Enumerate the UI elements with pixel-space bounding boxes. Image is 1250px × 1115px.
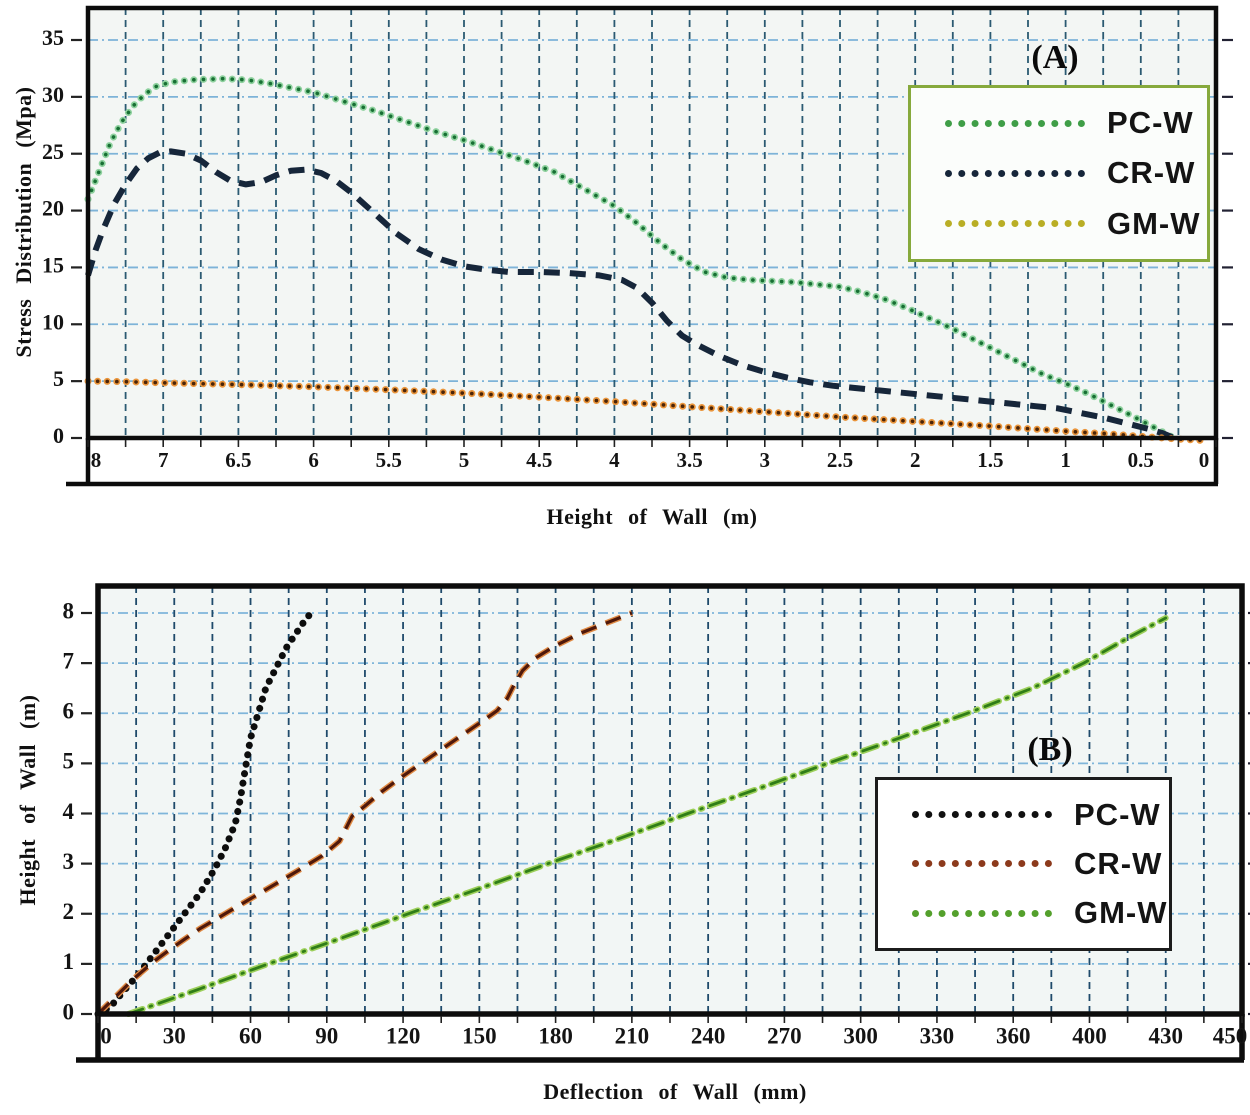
series-gm-w-core xyxy=(127,616,1168,1016)
x-tick-label: 7 xyxy=(158,448,169,472)
x-tick-label: 270 xyxy=(767,1023,802,1048)
x-tick-label: 1.5 xyxy=(977,448,1003,472)
x-tick-label: 4 xyxy=(609,448,620,472)
x-tick-label: 1 xyxy=(1060,448,1071,472)
y-tick-label: 25 xyxy=(42,139,64,164)
legend-swatch-dotted-line xyxy=(945,119,1085,127)
x-tick-label: 8 xyxy=(91,448,102,472)
series-cr-w-core xyxy=(96,611,633,1016)
x-tick-label: 6.5 xyxy=(225,448,251,472)
x-tick-label: 3 xyxy=(760,448,771,472)
x-tick-label: 60 xyxy=(239,1023,262,1048)
y-tick-label: 2 xyxy=(63,899,75,924)
legend-item: GM-W xyxy=(912,895,1169,931)
legend-item: CR-W xyxy=(912,846,1169,882)
y-tick-label: 3 xyxy=(63,849,75,874)
chart-b-y-axis-title: Height of Wall (m) xyxy=(15,694,40,906)
legend-label: GM-W xyxy=(1107,205,1201,241)
legend-label: CR-W xyxy=(1074,845,1163,881)
y-tick-label: 4 xyxy=(63,799,75,824)
x-tick-label: 30 xyxy=(163,1023,186,1048)
y-tick-label: 5 xyxy=(63,749,75,774)
legend-label: PC-W xyxy=(1074,796,1161,832)
y-tick-label: 15 xyxy=(42,252,64,277)
plot-frame xyxy=(95,583,1245,1017)
x-tick-label: 0 xyxy=(100,1023,112,1048)
y-tick-label: 35 xyxy=(42,25,64,50)
x-tick-label: 6 xyxy=(308,448,319,472)
x-tick-label: 0.5 xyxy=(1128,448,1154,472)
legend-item: GM-W xyxy=(945,206,1207,242)
x-tick-label: 5.5 xyxy=(376,448,402,472)
legend-item: PC-W xyxy=(945,105,1207,141)
chart-a-x-axis-title: Height of Wall (m) xyxy=(546,504,758,529)
legend-swatch-dotted-line xyxy=(912,860,1052,868)
x-tick-label: 300 xyxy=(843,1023,878,1048)
series-gm-w xyxy=(84,377,1212,445)
y-tick-label: 0 xyxy=(63,999,75,1024)
y-tick-label: 30 xyxy=(42,82,64,107)
chart-b-x-axis-title: Deflection of Wall (mm) xyxy=(543,1079,807,1104)
legend-label: PC-W xyxy=(1107,105,1194,141)
x-tick-label: 3.5 xyxy=(676,448,702,472)
x-tick-label: 2 xyxy=(910,448,921,472)
x-tick-label: 90 xyxy=(315,1023,338,1048)
x-tick-label: 450 xyxy=(1213,1023,1248,1048)
x-tick-label: 360 xyxy=(996,1023,1031,1048)
x-tick-label: 330 xyxy=(920,1023,955,1048)
y-tick-label: 6 xyxy=(63,699,75,724)
x-tick-label: 120 xyxy=(386,1023,421,1048)
x-tick-label: 4.5 xyxy=(526,448,552,472)
legend-item: PC-W xyxy=(912,797,1169,833)
chart-a-legend: PC-W CR-W GM-W xyxy=(908,85,1210,262)
series-cr-w xyxy=(85,148,1176,441)
legend-item: CR-W xyxy=(945,155,1207,191)
y-tick-label: 1 xyxy=(63,949,75,974)
x-tick-label: 210 xyxy=(615,1023,650,1048)
chart-a-corner-label: (A) xyxy=(1031,39,1079,76)
chart-b-legend: PC-W CR-W GM-W xyxy=(875,777,1172,951)
x-tick-label: 150 xyxy=(462,1023,497,1048)
x-tick-label: 2.5 xyxy=(827,448,853,472)
y-tick-label: 5 xyxy=(53,366,64,391)
x-tick-label: 5 xyxy=(459,448,470,472)
y-tick-label: 10 xyxy=(42,309,64,334)
y-tick-label: 20 xyxy=(42,196,64,221)
legend-swatch-dotted-line xyxy=(912,811,1052,819)
legend-swatch-dotted-line xyxy=(945,220,1085,228)
x-tick-label: 0 xyxy=(1199,448,1210,472)
chart-a-y-axis-title: Stress Distribution (Mpa) xyxy=(11,86,36,358)
chart-b-corner-label: (B) xyxy=(1027,731,1073,768)
x-tick-label: 430 xyxy=(1148,1023,1183,1048)
legend-swatch-dotted-line xyxy=(912,909,1052,917)
x-tick-label: 240 xyxy=(691,1023,726,1048)
legend-swatch-dotted-line xyxy=(945,169,1085,177)
plot-frame xyxy=(85,5,1219,441)
x-tick-label: 400 xyxy=(1072,1023,1107,1048)
y-tick-label: 7 xyxy=(63,648,75,673)
series-pc-w-core xyxy=(86,76,1176,440)
legend-label: CR-W xyxy=(1107,155,1196,191)
y-tick-label: 8 xyxy=(63,598,75,623)
x-tick-label: 180 xyxy=(538,1023,573,1048)
legend-label: GM-W xyxy=(1074,895,1168,931)
y-tick-label: 0 xyxy=(53,423,64,448)
